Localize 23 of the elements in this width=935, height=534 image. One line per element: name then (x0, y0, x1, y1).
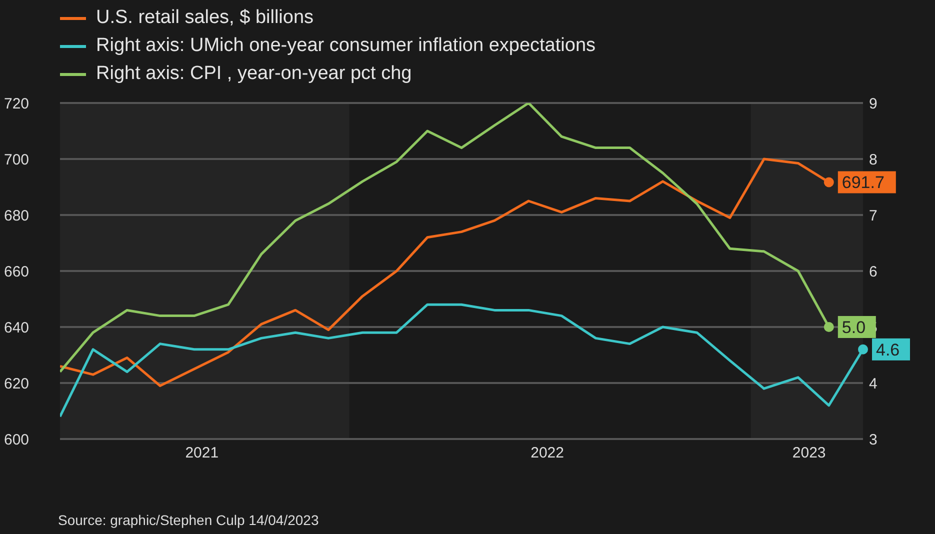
data-label: 5.0 (842, 318, 866, 337)
y-tick-label: 720 (4, 95, 30, 112)
y-tick-label: 620 (4, 375, 30, 392)
x-tick-label: 2021 (185, 444, 219, 462)
y-tick-label: 600 (4, 431, 30, 448)
y-tick-label: 660 (4, 263, 30, 280)
y-tick-label: 640 (4, 319, 30, 336)
legend-label: Right axis: UMich one-year consumer inflation expectations (96, 34, 596, 58)
y2-tick-label: 4 (869, 375, 878, 392)
y2-tick-label: 3 (869, 431, 878, 448)
data-label: 691.7 (842, 173, 884, 192)
y-tick-label: 680 (4, 207, 30, 224)
legend-label: Right axis: CPI , year-on-year pct chg (96, 62, 412, 86)
data-label: 4.6 (876, 340, 900, 360)
y-tick-label: 700 (4, 151, 30, 168)
source-note: Source: graphic/Stephen Culp 14/04/2023 (58, 512, 319, 528)
y2-tick-label: 8 (869, 151, 878, 168)
y2-tick-label: 6 (869, 263, 878, 280)
legend-label: U.S. retail sales, $ billions (96, 6, 314, 30)
x-tick-label: 2023 (792, 444, 826, 462)
x-tick-label: 2022 (530, 444, 564, 462)
y2-tick-label: 9 (869, 95, 878, 112)
y2-tick-label: 7 (869, 207, 878, 224)
